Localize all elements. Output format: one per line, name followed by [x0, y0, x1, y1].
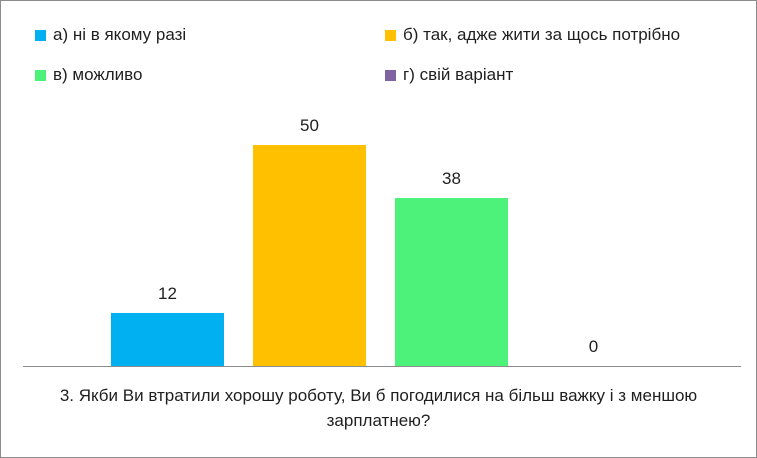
bar-b	[253, 145, 366, 366]
bar-c	[395, 198, 508, 366]
legend-item-d: г) свій варіант	[385, 65, 513, 85]
chart-title: 3. Якби Ви втратили хорошу роботу, Ви б …	[59, 386, 698, 430]
legend: а) ні в якому разі б) так, адже жити за …	[1, 1, 756, 101]
data-label-d: 0	[589, 337, 598, 356]
legend-swatch-b	[385, 29, 396, 41]
data-labels-group: 12 50 38 0	[158, 116, 598, 356]
legend-label-a: а) ні в якому разі	[53, 25, 187, 44]
legend-label-c: в) можливо	[53, 65, 143, 84]
plot-area: 12 50 38 0	[23, 116, 741, 367]
legend-item-b: б) так, адже жити за щось потрібно	[385, 25, 680, 45]
legend-label-b: б) так, адже жити за щось потрібно	[403, 25, 681, 44]
data-label-c: 38	[442, 169, 461, 188]
legend-item-c: в) можливо	[35, 65, 142, 85]
data-label-a: 12	[158, 284, 177, 303]
legend-swatch-a	[35, 29, 46, 41]
legend-swatch-d	[385, 69, 396, 81]
bars-group	[111, 145, 508, 366]
data-label-b: 50	[300, 116, 319, 135]
legend-swatch-c	[35, 69, 46, 81]
bar-a	[111, 312, 224, 366]
legend-label-d: г) свій варіант	[403, 65, 514, 84]
legend-item-a: а) ні в якому разі	[35, 25, 186, 45]
